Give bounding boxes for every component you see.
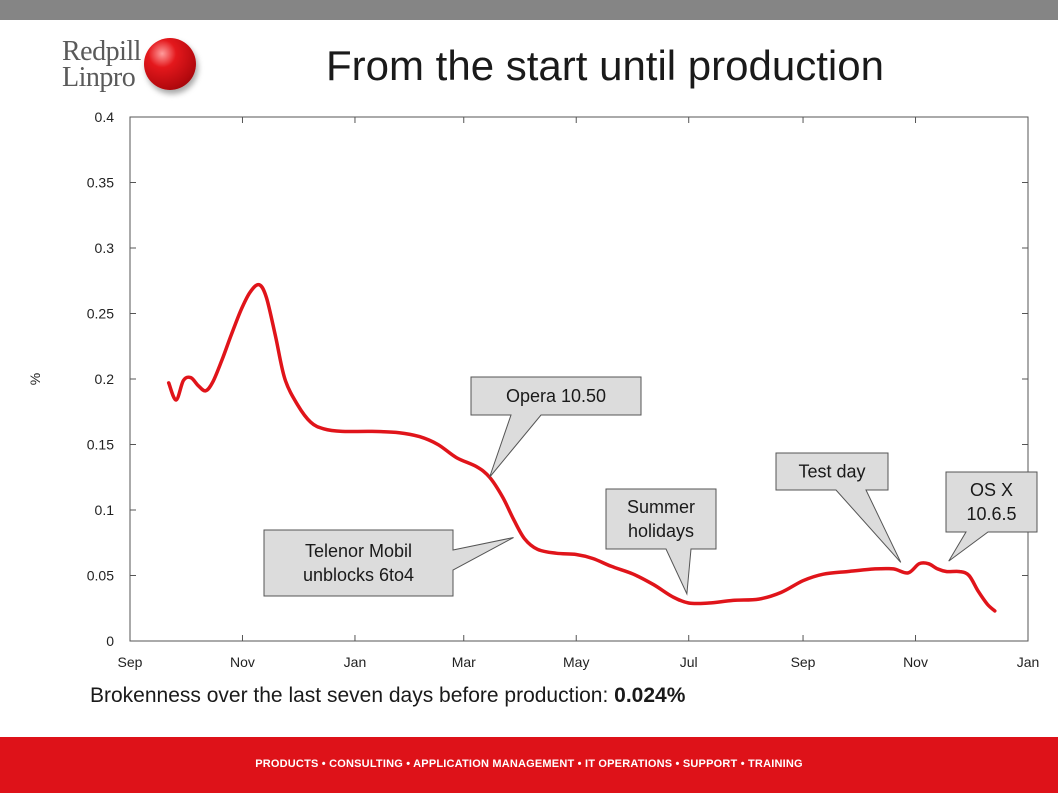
callout-summer: Summer holidays xyxy=(605,488,717,596)
logo-word-1: Redpill xyxy=(62,36,141,67)
callout-bubble xyxy=(263,529,514,597)
callout-bubble xyxy=(945,471,1038,562)
callout-testday: Test day xyxy=(775,452,902,563)
callout-text: OS X xyxy=(970,480,1013,500)
callout-bubble xyxy=(605,488,717,596)
annotations: Opera 10.50 Telenor Mobil unblocks 6to4 Sum… xyxy=(263,376,1038,597)
y-tick-label: 0.35 xyxy=(87,175,114,191)
x-tick-label: Jan xyxy=(344,654,367,670)
callout-text: 10.6.5 xyxy=(966,504,1016,524)
y-tick-label: 0 xyxy=(106,633,114,649)
x-tick-label: Nov xyxy=(903,654,928,670)
callout-opera: Opera 10.50 xyxy=(470,376,642,478)
callout-osx: OS X 10.6.5 xyxy=(945,471,1038,562)
company-logo: Redpill Linpro xyxy=(62,34,212,98)
callout-text: holidays xyxy=(628,521,694,541)
y-tick-label: 0.1 xyxy=(95,502,115,518)
caption: Brokenness over the last seven days befo… xyxy=(90,684,685,708)
brokenness-line-chart: Sep Nov Jan Mar May Jul Sep Nov Jan 0 0.05 0.1 0.15… xyxy=(27,109,1040,670)
y-tick-label: 0.4 xyxy=(95,109,115,125)
callout-text: Summer xyxy=(627,497,695,517)
x-tick-label: Mar xyxy=(452,654,476,670)
x-tick-label: Sep xyxy=(791,654,816,670)
y-tick-label: 0.05 xyxy=(87,568,114,584)
callout-text: Telenor Mobil xyxy=(305,541,412,561)
x-tick-label: Nov xyxy=(230,654,255,670)
x-tick-label: Jul xyxy=(680,654,698,670)
callout-telenor: Telenor Mobil unblocks 6to4 xyxy=(263,529,514,597)
callout-text: unblocks 6to4 xyxy=(303,565,414,585)
series-line xyxy=(166,282,997,613)
callout-text: Test day xyxy=(798,462,865,482)
top-bar xyxy=(0,0,1058,20)
footer-tagline: PRODUCTS • CONSULTING • APPLICATION MANA… xyxy=(255,758,803,770)
x-tick-label: Sep xyxy=(118,654,143,670)
x-tick-label: May xyxy=(563,654,589,670)
footer-bar: PRODUCTS • CONSULTING • APPLICATION MANA… xyxy=(0,737,1058,793)
y-axis: 0 0.05 0.1 0.15 0.2 0.25 0.3 0.35 0.4 xyxy=(87,109,1028,649)
callout-bubble xyxy=(470,376,642,478)
y-axis-label: % xyxy=(27,373,43,385)
x-tick-label: Jan xyxy=(1017,654,1040,670)
slide-title: From the start until production xyxy=(326,42,884,89)
y-tick-label: 0.15 xyxy=(87,437,114,453)
caption-text: Brokenness over the last seven days befo… xyxy=(90,684,615,707)
caption-value: 0.024% xyxy=(614,684,686,707)
logo-red-ball-icon xyxy=(144,38,196,90)
callout-bubble xyxy=(775,452,902,563)
y-tick-label: 0.25 xyxy=(87,306,114,322)
callout-text: Opera 10.50 xyxy=(506,386,606,406)
y-tick-label: 0.2 xyxy=(95,371,115,387)
x-axis: Sep Nov Jan Mar May Jul Sep Nov Jan xyxy=(118,117,1040,670)
y-tick-label: 0.3 xyxy=(95,240,115,256)
logo-word-2: Linpro xyxy=(62,62,136,93)
